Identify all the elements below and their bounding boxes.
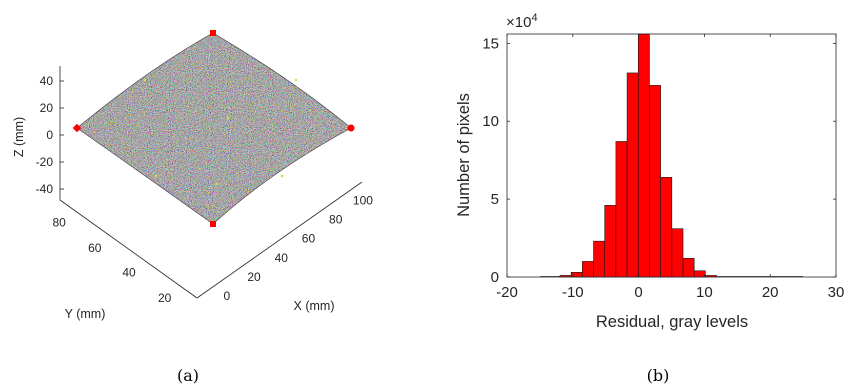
- x-tick-labels: 0 20 40 60 80 100: [223, 193, 373, 303]
- corner-marker-top: [210, 30, 216, 36]
- corner-marker-left: [72, 123, 82, 133]
- y-axis-line: [59, 199, 198, 299]
- y-tick-label: 80: [52, 216, 66, 230]
- histogram-bar: [671, 228, 684, 278]
- z-tick-label: -40: [36, 182, 54, 196]
- histogram-x-ticks: -20 -10 0 10 20 30: [496, 34, 844, 301]
- histogram-bar: [649, 85, 661, 278]
- histogram-bar: [682, 258, 695, 278]
- corner-markers: [72, 30, 355, 227]
- histogram-bar: [593, 240, 606, 278]
- histogram-y-tick-label: 0: [491, 269, 499, 286]
- histogram-y-tick-label: 15: [482, 35, 499, 52]
- y-tick-label: 60: [88, 241, 102, 255]
- interior-marker: [294, 78, 298, 82]
- z-tick-label: -20: [36, 155, 54, 169]
- x-tick-label: 100: [353, 193, 373, 207]
- x-tick-label: 60: [302, 232, 316, 246]
- y-axis-label: Y (mm): [65, 307, 106, 321]
- histogram-x-tick-label: -10: [562, 284, 584, 301]
- interior-markers: [143, 78, 298, 186]
- z-axis-label: Z (mm): [12, 117, 26, 157]
- histogram-x-tick-label: 30: [828, 284, 845, 301]
- x-tick-label: 80: [329, 213, 343, 227]
- x-tick-label: 0: [223, 289, 230, 303]
- histogram-bar: [637, 33, 650, 278]
- histogram-bar: [660, 177, 673, 278]
- x-axis-line: [196, 181, 363, 299]
- histogram-x-tick-label: 10: [696, 284, 713, 301]
- histogram-bar: [615, 141, 628, 278]
- histogram-bar: [604, 205, 617, 278]
- y-exponent-label: ×104: [506, 12, 538, 31]
- histogram-x-tick-label: 20: [762, 284, 779, 301]
- corner-marker-bottom: [210, 221, 216, 227]
- y-tick-labels: 80 60 40 20: [52, 216, 171, 305]
- caption-a: (a): [177, 366, 199, 385]
- histogram-x-tick-label: -20: [496, 284, 518, 301]
- corner-marker-right: [347, 124, 355, 132]
- histogram-bar: [582, 261, 594, 278]
- histogram-y-ticks: 0 5 10 15: [482, 35, 836, 286]
- y-tick-label: 20: [158, 291, 172, 305]
- interior-marker: [154, 174, 158, 178]
- caption-b: (b): [647, 366, 670, 385]
- z-tick-label: 40: [40, 74, 54, 88]
- z-tick-label: 20: [40, 101, 54, 115]
- plot-frame: [506, 33, 837, 278]
- x-axis-label: X (mm): [294, 299, 335, 313]
- interior-marker: [215, 182, 219, 186]
- z-tick-labels: 40 20 0 -20 -40: [36, 74, 64, 196]
- histogram-y-axis-label: Number of pixels: [455, 93, 473, 217]
- histogram-bar: [693, 270, 706, 278]
- z-tick-label: 0: [46, 128, 53, 142]
- histogram-bar: [626, 72, 639, 278]
- x-tick-label: 20: [247, 270, 261, 284]
- interior-marker: [143, 78, 147, 82]
- interior-marker: [226, 116, 230, 120]
- x-tick-label: 40: [275, 251, 289, 265]
- histogram-y-tick-label: 10: [482, 113, 499, 130]
- histogram-y-tick-label: 5: [491, 191, 499, 208]
- interior-marker: [280, 174, 284, 178]
- histogram-plot: -20 -10 0 10 20 30 0 5 10 15 ×104 Residual, gray…: [455, 12, 844, 331]
- y-tick-label: 40: [122, 266, 136, 280]
- speckle-surface: [77, 33, 351, 224]
- histogram-x-tick-label: 0: [634, 284, 642, 301]
- histogram-x-axis-label: Residual, gray levels: [596, 313, 748, 331]
